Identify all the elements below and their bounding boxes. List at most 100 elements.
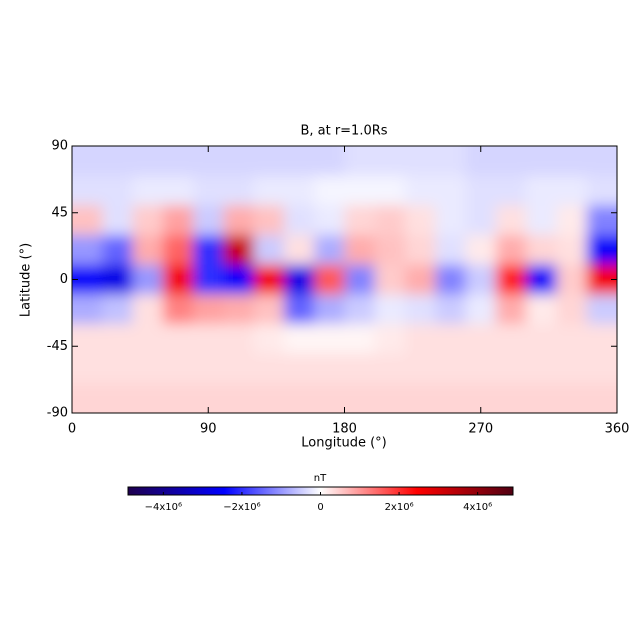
heatmap-cell xyxy=(283,324,315,355)
heatmap-cell xyxy=(283,383,315,413)
x-tick-label: 180 xyxy=(332,422,357,437)
heatmap-cell xyxy=(405,146,436,177)
heatmap-cell xyxy=(102,353,134,384)
heatmap-cell xyxy=(495,146,527,177)
y-tick-label: 90 xyxy=(51,139,68,154)
heatmap-cell xyxy=(314,294,345,325)
heatmap-cell xyxy=(132,294,164,325)
heatmap-cell xyxy=(556,294,588,325)
colorbar-label: nT xyxy=(314,473,327,484)
chart-title: B, at r=1.0Rs xyxy=(300,124,387,139)
heatmap-cell xyxy=(495,324,527,355)
colorbar-tick-label: 0 xyxy=(317,502,323,513)
heatmap-cell xyxy=(344,264,376,295)
y-tick-label: -90 xyxy=(47,406,68,421)
y-axis-label: Latitude (°) xyxy=(19,243,34,317)
heatmap-cell xyxy=(283,294,315,325)
heatmap-cell xyxy=(556,324,588,355)
heatmap-cell xyxy=(405,294,436,325)
heatmap-cell xyxy=(72,324,103,355)
heatmap-cell xyxy=(223,205,255,236)
heatmap-cell xyxy=(374,264,406,295)
heatmap-cell xyxy=(223,294,255,325)
heatmap-cell xyxy=(253,205,285,236)
heatmap-cell xyxy=(495,205,527,236)
heatmap-cell xyxy=(223,235,255,266)
heatmap-cell xyxy=(526,324,557,355)
heatmap-cell xyxy=(495,235,527,266)
heatmap-cell xyxy=(132,264,164,295)
heatmap-cell xyxy=(556,353,588,384)
heatmap-cell xyxy=(162,324,194,355)
heatmap-cell xyxy=(223,175,255,206)
heatmap-cell xyxy=(344,175,376,206)
heatmap-cell xyxy=(253,324,285,355)
heatmap-cell xyxy=(162,146,194,177)
heatmap-cell xyxy=(102,205,134,236)
heatmap-cell xyxy=(435,324,467,355)
heatmap-cell xyxy=(72,175,103,206)
heatmap-cell xyxy=(223,353,255,384)
heatmap-cell xyxy=(102,175,134,206)
heatmap-cell xyxy=(374,383,406,413)
heatmap-cell xyxy=(344,353,376,384)
heatmap-cell xyxy=(586,146,617,177)
heatmap-cell xyxy=(193,175,224,206)
heatmap-cell xyxy=(435,383,467,413)
heatmap-cell xyxy=(495,294,527,325)
heatmap-cell xyxy=(526,205,557,236)
heatmap-cell xyxy=(495,264,527,295)
heatmap-cell xyxy=(102,146,134,177)
heatmap-cell xyxy=(223,383,255,413)
heatmap-cell xyxy=(556,383,588,413)
heatmap-cell xyxy=(283,235,315,266)
heatmap-cell xyxy=(162,205,194,236)
heatmap-cell xyxy=(405,205,436,236)
heatmap-cell xyxy=(283,175,315,206)
heatmap-cell xyxy=(253,235,285,266)
y-tick-label: -45 xyxy=(47,339,68,354)
heatmap-cell xyxy=(162,353,194,384)
heatmap-cell xyxy=(465,324,497,355)
heatmap-cell xyxy=(495,353,527,384)
heatmap-cell xyxy=(374,205,406,236)
y-tick-label: 0 xyxy=(60,272,68,287)
heatmap-cell xyxy=(193,264,224,295)
heatmap-cell xyxy=(435,353,467,384)
heatmap-cell xyxy=(526,264,557,295)
heatmap-cell xyxy=(374,353,406,384)
heatmap-cell xyxy=(253,175,285,206)
heatmap-cells xyxy=(72,146,617,413)
heatmap-cell xyxy=(526,383,557,413)
heatmap-cell xyxy=(465,353,497,384)
heatmap-cell xyxy=(586,383,617,413)
heatmap-cell xyxy=(586,205,617,236)
x-tick-label: 360 xyxy=(605,422,630,437)
heatmap-cell xyxy=(556,175,588,206)
heatmap-cell xyxy=(102,294,134,325)
heatmap-cell xyxy=(435,235,467,266)
heatmap-cell xyxy=(72,146,103,177)
heatmap-cell xyxy=(586,235,617,266)
heatmap-cell xyxy=(283,353,315,384)
heatmap-cell xyxy=(526,353,557,384)
heatmap-cell xyxy=(253,353,285,384)
heatmap-cell xyxy=(405,175,436,206)
heatmap-cell xyxy=(283,205,315,236)
colorbar-tick-label: 2x10⁶ xyxy=(385,502,414,513)
heatmap-cell xyxy=(162,264,194,295)
heatmap-cell xyxy=(132,205,164,236)
heatmap-cell xyxy=(283,146,315,177)
heatmap-cell xyxy=(556,146,588,177)
heatmap-cell xyxy=(193,353,224,384)
heatmap-cell xyxy=(526,235,557,266)
x-tick-label: 90 xyxy=(200,422,217,437)
heatmap-cell xyxy=(405,264,436,295)
heatmap-cell xyxy=(72,235,103,266)
heatmap-cell xyxy=(162,235,194,266)
heatmap-area xyxy=(72,146,617,413)
heatmap-cell xyxy=(495,175,527,206)
heatmap-cell xyxy=(586,353,617,384)
colorbar-tick-label: −2x10⁶ xyxy=(223,502,260,513)
